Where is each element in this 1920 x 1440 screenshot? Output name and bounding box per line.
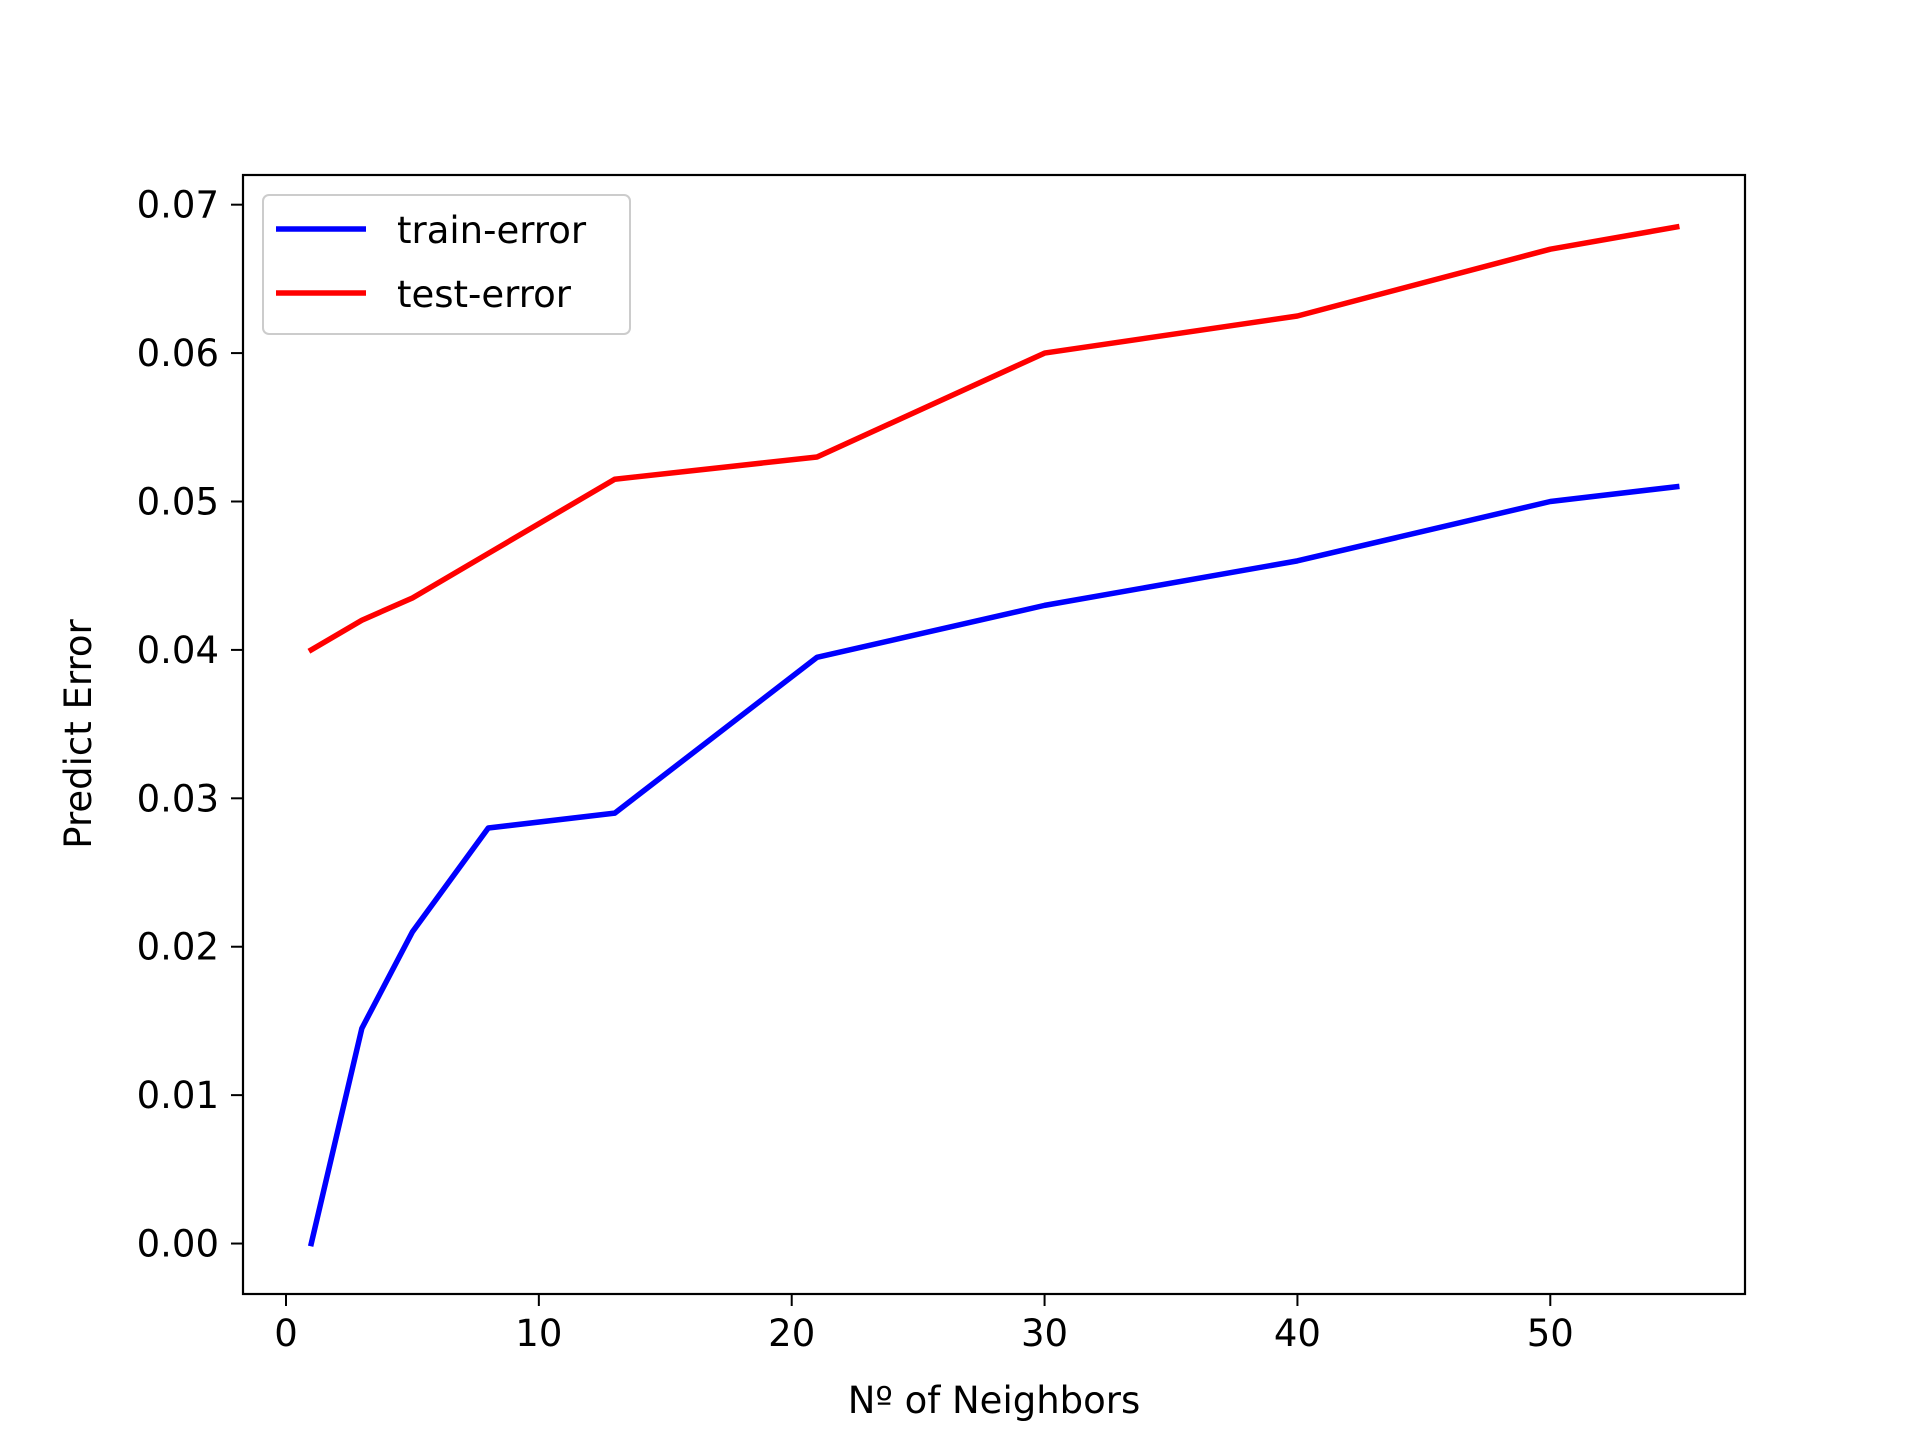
y-tick-label: 0.03	[137, 777, 219, 820]
x-tick-label: 50	[1527, 1312, 1574, 1355]
x-tick-label: 20	[768, 1312, 815, 1355]
legend-label-train-error: train-error	[397, 209, 587, 252]
plot-frame	[241, 173, 1747, 1296]
legend-label-test-error: test-error	[397, 273, 572, 316]
series-line-test-error	[307, 223, 1680, 654]
x-tick-label: 0	[274, 1312, 298, 1355]
x-tick-label: 10	[515, 1312, 562, 1355]
series-line-train-error	[307, 483, 1680, 1247]
y-tick-label: 0.01	[137, 1074, 219, 1117]
y-axis-label: Predict Error	[57, 619, 100, 849]
y-tick-label: 0.02	[137, 926, 219, 969]
legend: train-error test-error	[262, 194, 631, 335]
y-tick-label: 0.07	[137, 184, 219, 227]
y-tick-label: 0.06	[137, 332, 219, 375]
x-axis-label: Nº of Neighbors	[848, 1379, 1141, 1422]
y-tick-label: 0.00	[137, 1223, 219, 1266]
x-axis-ticks: 0 10 20 30 40 50	[274, 1294, 1574, 1355]
y-tick-label: 0.04	[137, 629, 219, 672]
y-tick-label: 0.05	[137, 480, 219, 523]
y-axis-ticks: 0.00 0.01 0.02 0.03 0.04 0.05 0.06 0.07	[137, 184, 243, 1266]
series-layer	[307, 223, 1680, 1247]
x-tick-label: 40	[1274, 1312, 1321, 1355]
x-tick-label: 30	[1021, 1312, 1068, 1355]
